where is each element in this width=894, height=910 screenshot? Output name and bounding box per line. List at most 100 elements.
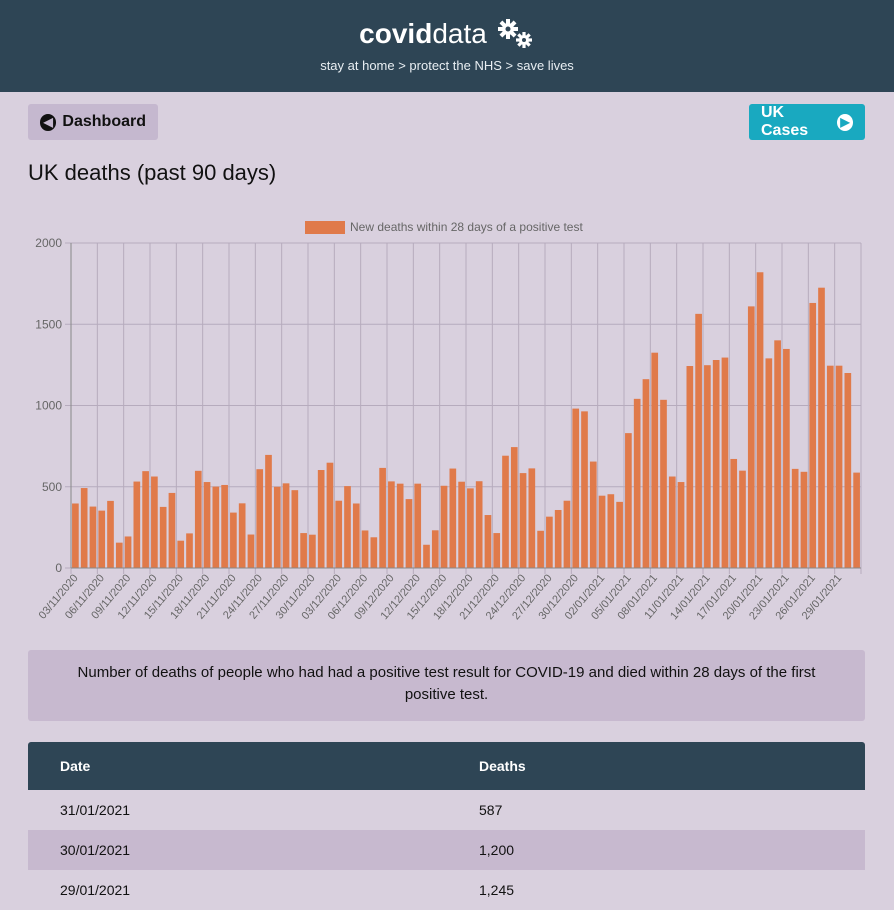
bar	[554, 509, 562, 568]
bar	[765, 358, 773, 568]
bar	[405, 499, 413, 568]
table-header: Date Deaths	[28, 742, 865, 790]
bar	[756, 272, 764, 568]
bar	[440, 485, 448, 568]
bar	[818, 287, 825, 568]
bar	[484, 515, 492, 568]
bar	[458, 481, 465, 568]
bar	[265, 454, 272, 568]
bar	[625, 433, 632, 568]
gears-icon	[497, 19, 532, 48]
y-tick-label: 0	[55, 561, 62, 575]
bar	[431, 530, 439, 568]
bar	[546, 516, 553, 568]
deaths-table: Date Deaths 31/01/2021 587 30/01/2021 1,…	[28, 742, 865, 910]
bar	[844, 373, 852, 568]
bar	[572, 408, 580, 568]
bar	[388, 481, 395, 568]
bar	[563, 500, 571, 568]
bar	[89, 506, 97, 568]
bar	[124, 536, 132, 568]
bar	[607, 494, 615, 568]
bar	[300, 533, 307, 568]
bar	[537, 530, 544, 568]
bar	[783, 348, 790, 568]
bar	[467, 488, 474, 568]
bar	[98, 510, 106, 568]
bar	[633, 398, 641, 568]
table-row: 29/01/2021 1,245	[28, 870, 865, 910]
bar	[317, 470, 325, 568]
dashboard-button[interactable]: ◀ Dashboard	[28, 104, 158, 140]
bar	[704, 365, 711, 568]
bar	[186, 533, 193, 568]
brand-light: data	[432, 18, 487, 49]
bar	[826, 365, 834, 568]
y-tick-label: 1000	[35, 399, 62, 413]
y-tick-label: 1500	[35, 317, 62, 331]
bar	[642, 379, 650, 568]
bar	[72, 503, 79, 568]
chart-description: Number of deaths of people who had had a…	[28, 650, 865, 721]
cell-date: 30/01/2021	[60, 842, 131, 858]
bar	[616, 501, 623, 568]
bar	[589, 461, 597, 568]
bar	[695, 313, 702, 568]
legend-swatch	[305, 221, 345, 234]
bar	[282, 483, 290, 568]
bar	[396, 483, 404, 568]
bar	[598, 495, 606, 568]
bar	[352, 503, 360, 568]
bar	[686, 366, 694, 568]
bar	[739, 470, 746, 568]
uk-cases-button[interactable]: UK Cases ▶	[749, 104, 865, 140]
bar	[730, 458, 738, 568]
bar	[221, 484, 228, 568]
brand-bold: covid	[359, 18, 433, 49]
bar	[142, 471, 149, 568]
bar	[791, 468, 799, 568]
bar	[344, 486, 351, 568]
bar	[528, 468, 536, 568]
bar	[115, 542, 123, 568]
bar	[677, 482, 685, 568]
uk-cases-button-label: UK Cases	[761, 104, 809, 139]
bar	[168, 492, 176, 568]
bar	[379, 467, 386, 568]
bar	[774, 340, 781, 568]
bar	[853, 472, 860, 568]
bar	[502, 455, 509, 568]
deaths-bar-chart: 050010001500200003/11/202006/11/202009/1…	[35, 220, 862, 622]
y-tick-label: 500	[42, 480, 62, 494]
tagline: stay at home > protect the NHS > save li…	[320, 58, 574, 73]
bar	[747, 306, 755, 568]
bar	[291, 490, 299, 568]
bar	[361, 530, 369, 568]
bar	[212, 486, 220, 568]
dashboard-button-label: Dashboard	[62, 113, 146, 130]
brand-logo[interactable]: covid data	[359, 16, 535, 52]
bar	[273, 486, 281, 568]
bar	[835, 365, 843, 568]
arrow-right-icon: ▶	[837, 113, 853, 131]
bar	[581, 411, 588, 568]
bar	[256, 469, 264, 568]
bar	[510, 447, 518, 568]
bar	[800, 471, 808, 568]
bar	[721, 357, 729, 568]
bar	[247, 534, 255, 568]
bar	[712, 360, 720, 568]
bar	[493, 533, 501, 568]
app-header: covid data stay	[0, 0, 894, 92]
cell-date: 31/01/2021	[60, 802, 131, 818]
bar	[475, 481, 483, 568]
bar	[335, 500, 343, 568]
header-date: Date	[60, 758, 91, 774]
bar	[194, 470, 202, 568]
legend-label: New deaths within 28 days of a positive …	[350, 220, 583, 234]
bar	[326, 462, 334, 568]
bar	[230, 512, 237, 568]
y-tick-label: 2000	[35, 236, 62, 250]
page-title: UK deaths (past 90 days)	[28, 160, 277, 185]
table-row: 31/01/2021 587	[28, 790, 865, 830]
